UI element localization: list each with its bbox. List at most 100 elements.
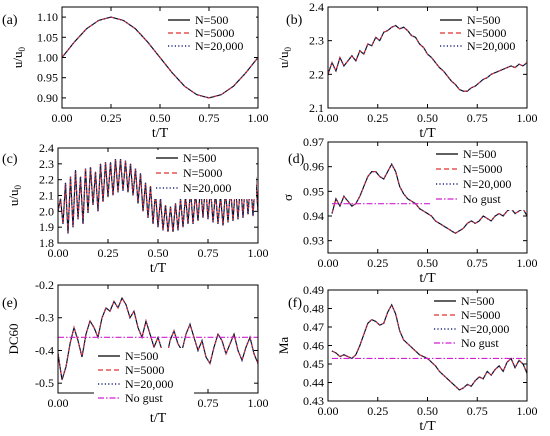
y-axis-label: u/u0 [10,46,27,68]
y-tick-label: 0.46 [303,339,324,353]
x-tick-label: 0.00 [48,396,69,410]
x-tick-label: 0.50 [417,111,438,125]
x-tick-label: 1.00 [517,404,538,418]
x-tick-label: 1.00 [517,256,538,270]
y-tick-label: 2.3 [309,34,324,48]
y-tick-label: -0.3 [35,311,54,325]
chart-panel-5: (e)0.000.250.500.751.00-0.5-0.4-0.3-0.2t… [2,278,269,426]
legend-entry: N=500 [183,151,216,165]
x-tick-label: 0.25 [367,256,388,270]
series-line-2 [62,16,258,99]
chart-panel-1: (a) 0.00 0.25 0.50 0.75 1.00 0.90 0.95 1.00 1.05 1… [2,6,269,141]
legend-entry: N=5000 [467,26,506,40]
legend-entry: N=20,000 [183,181,231,195]
series-group [328,24,527,92]
x-tick-label: 0.25 [367,404,388,418]
series-group [58,159,258,234]
x-axis-label: t/T [152,126,169,141]
legend-entry: N=20,000 [467,39,515,53]
series-group [58,296,258,381]
y-tick-label: -0.2 [35,278,54,292]
y-tick-label: 0.95 [37,71,58,85]
y-tick-label: 0.95 [303,184,324,198]
y-axis-label: u/u0 [6,184,23,206]
x-tick-label: 1.00 [517,111,538,125]
panel-label: (e) [2,296,18,311]
y-tick-label: -0.5 [35,376,54,390]
series-line-2 [331,303,527,391]
legend-entry: N=500 [463,147,496,161]
x-tick-label: 0.75 [467,111,488,125]
y-tick-label: 0.97 [303,135,324,149]
x-tick-label: 0.50 [417,404,438,418]
y-tick-label: 1.05 [37,30,58,44]
x-tick-label: 0.75 [467,404,488,418]
legend-entry: N=20,000 [463,177,511,191]
x-tick-label: 0.25 [367,111,388,125]
panel-label: (b) [286,13,303,28]
y-tick-label: 0.44 [303,376,324,390]
legend-entry: N=20,000 [125,377,173,391]
panel-label: (f) [288,296,302,311]
y-axis-label: σ [280,194,295,201]
x-tick-label: 0.00 [48,246,69,260]
x-axis-label: t/T [150,411,167,426]
x-tick-label: 0.00 [318,404,339,418]
y-tick-label: 0.45 [303,357,324,371]
y-tick-label: 0.43 [303,394,324,408]
x-tick-label: 0.25 [101,111,122,125]
y-tick-label: 0.90 [37,91,58,105]
y-axis-label: Ma [276,337,291,355]
y-tick-label: 1.00 [37,51,58,65]
x-tick-label: 1.00 [248,111,269,125]
y-axis-label: DC60 [6,323,21,354]
series-group [331,303,527,391]
legend-entry: No gust [463,192,501,206]
x-tick-label: 0.75 [199,111,220,125]
y-tick-label: 1.8 [39,236,54,250]
y-tick-label: 0.96 [303,160,324,174]
x-tick-label: 0.00 [318,256,339,270]
series-line-3 [331,162,527,235]
panel-label: (d) [288,152,305,167]
y-tick-label: 2.2 [39,173,54,187]
y-tick-label: 1.9 [39,220,54,234]
x-tick-label: 0.25 [98,246,119,260]
legend-entry: N=500 [461,294,494,308]
legend-entry: N=20,000 [461,322,509,336]
y-tick-label: 2.4 [39,141,54,155]
series-group [62,16,258,99]
x-tick-label: 0.00 [318,111,339,125]
y-tick-label: 2.3 [39,157,54,171]
panel-label: (c) [2,152,18,167]
x-axis-label: t/T [419,126,436,141]
x-tick-label: 0.00 [52,111,73,125]
x-tick-label: 0.50 [417,256,438,270]
x-tick-label: 0.75 [198,396,219,410]
x-tick-label: 1.00 [248,396,269,410]
chart-panel-2: (b) 0.00 0.25 0.50 0.75 1.00 2.1 2.2 2.3 2.4 t/T u/… [276,0,538,141]
series-line-2 [58,296,258,381]
y-tick-label: 2.1 [309,101,324,115]
series-line-2 [328,24,527,92]
legend-entry: N=20,000 [195,39,243,53]
panel-label: (a) [2,13,18,28]
legend-entry: N=5000 [183,166,222,180]
x-tick-label: 0.50 [150,111,171,125]
y-tick-label: 0.48 [303,302,324,316]
series-line-2 [58,159,258,234]
legend-entry: No gust [125,391,163,405]
y-tick-label: 1.10 [37,10,58,24]
y-tick-label: 2.1 [39,189,54,203]
legend-entry: N=5000 [463,162,502,176]
chart-panel-3: (c) 0.00 0.25 0.50 0.75 1.00 1.8 1.9 2.02.1 2.2 2.… [2,141,269,276]
y-tick-label: 2.0 [39,204,54,218]
y-tick-label: 0.93 [303,234,324,248]
series-line-3 [62,16,258,99]
y-tick-label: 0.47 [303,320,324,334]
chart-panel-4: (d) 0.00 0.25 0.50 0.75 1.00 0.93 0.94 0.95 0.96 0… [280,135,538,286]
legend-entry: N=500 [125,349,158,363]
y-tick-label: -0.4 [35,343,54,357]
legend-entry: N=500 [467,13,500,27]
